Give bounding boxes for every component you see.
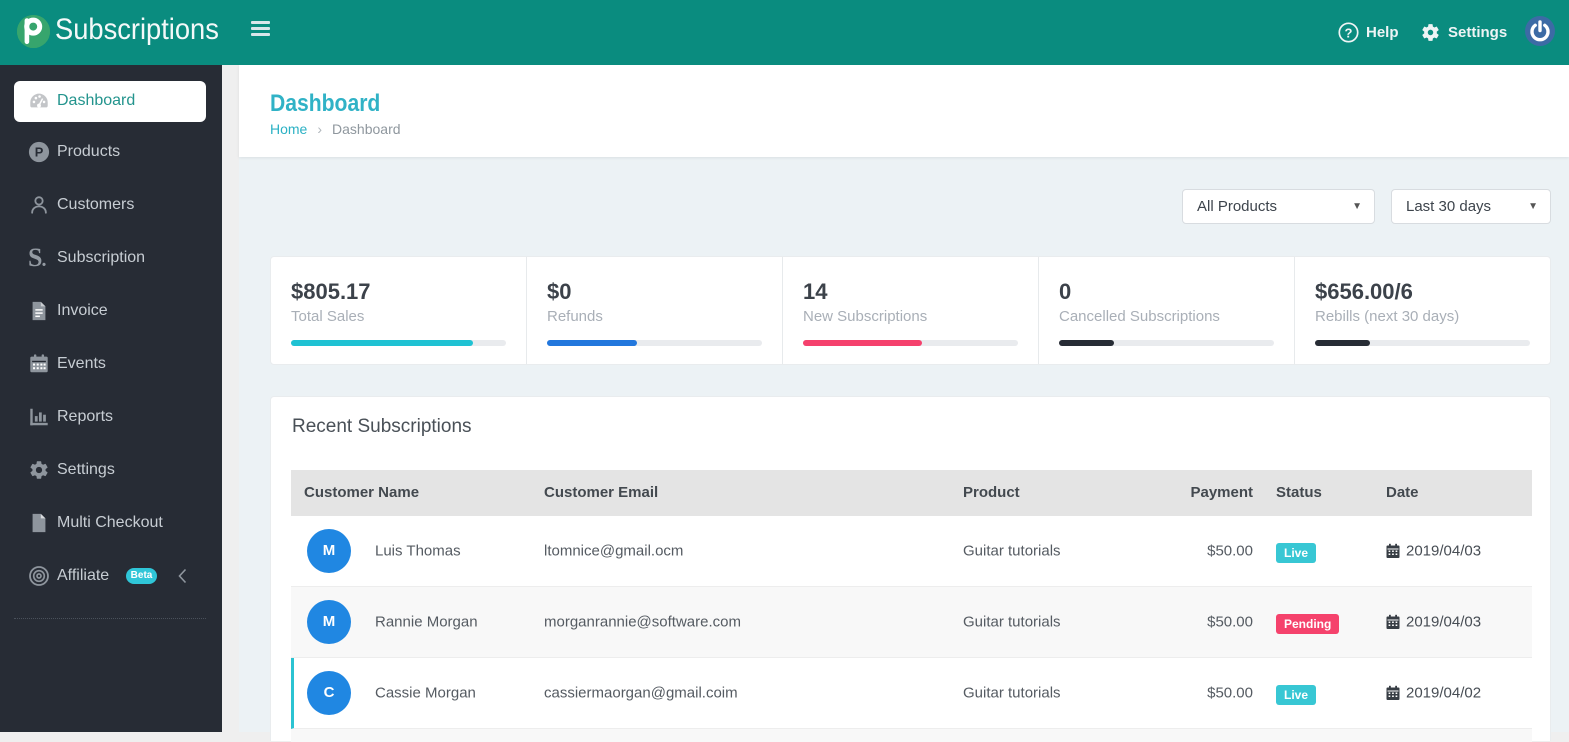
svg-text:?: ? [1345, 25, 1353, 40]
svg-text:P: P [35, 145, 44, 160]
